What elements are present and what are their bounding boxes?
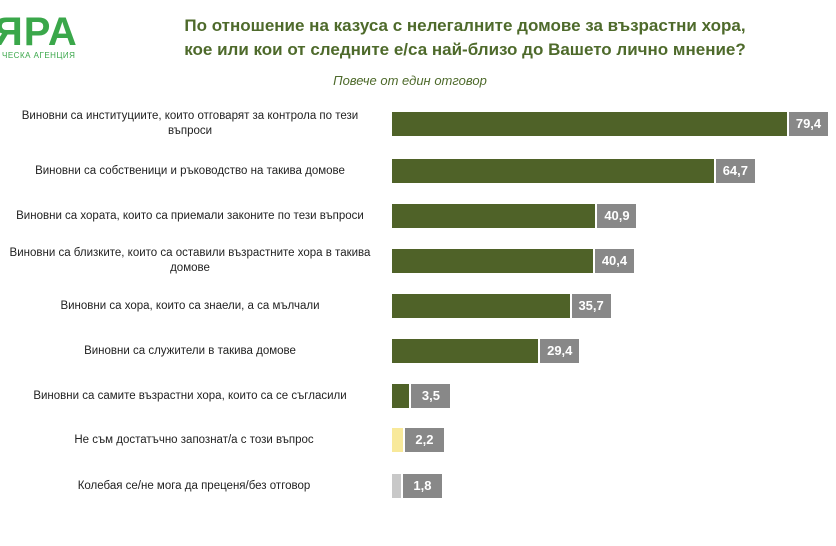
bar — [392, 384, 410, 408]
bar — [392, 339, 539, 363]
bar — [392, 294, 570, 318]
data-label: 3,5 — [411, 384, 451, 408]
category-label-line: Виновни са институциите, които отговарят… — [21, 110, 359, 122]
chart-title-line: кое или кои от следните е/са най-близо д… — [184, 40, 746, 59]
category-label-line: Виновни са близките, които са оставили в… — [9, 247, 371, 259]
category-label-line: Виновни са хората, които са приемали зак… — [16, 209, 364, 222]
bar — [392, 249, 593, 273]
chart-subtitle: Повече от един отговор — [333, 73, 487, 88]
data-label: 64,7 — [715, 159, 755, 183]
data-label: 40,4 — [594, 249, 634, 273]
bar — [392, 474, 401, 498]
category-label: Колебая се/не мога да преценя/без отгово… — [4, 479, 384, 494]
category-label-line: въпроси — [167, 125, 213, 137]
data-label: 35,7 — [571, 294, 611, 318]
category-label: Виновни са близките, които са оставили в… — [0, 246, 380, 276]
category-label: Виновни са собственици и ръководство на … — [0, 164, 380, 179]
category-label-line: Виновни са хора, които са знаели, а са м… — [60, 299, 320, 312]
chart-title: По отношение на казуса с нелегалните дом… — [120, 14, 810, 62]
category-label-line: Виновни са собственици и ръководство на … — [35, 164, 345, 177]
category-label-line: Не съм достатъчно запознат/а с този въпр… — [74, 433, 314, 446]
category-label: Не съм достатъчно запознат/а с този въпр… — [4, 433, 384, 448]
data-label: 2,2 — [404, 428, 444, 452]
category-label-line: Колебая се/не мога да преценя/без отгово… — [77, 479, 311, 492]
bar — [392, 159, 714, 183]
category-label: Виновни са самите възрастни хора, които … — [0, 389, 380, 404]
category-label-line: домове — [170, 262, 210, 274]
logo-tagline: ЧЕСКА АГЕНЦИЯ — [2, 51, 76, 60]
logo-mark: ЯРА — [0, 10, 78, 54]
data-label: 79,4 — [789, 112, 828, 136]
logo: ЯРА ЧЕСКА АГЕНЦИЯ — [0, 0, 110, 70]
category-label: Виновни са хора, които са знаели, а са м… — [0, 299, 380, 314]
bar — [392, 428, 403, 452]
data-label: 1,8 — [402, 474, 442, 498]
category-label: Виновни са служители в такива домове — [0, 344, 380, 359]
chart-title-line: По отношение на казуса с нелегалните дом… — [184, 16, 746, 35]
bar — [392, 112, 787, 136]
category-label-line: Виновни са служители в такива домове — [84, 344, 296, 357]
data-label: 40,9 — [597, 204, 637, 228]
category-label: Виновни са хората, които са приемали зак… — [0, 209, 380, 224]
bar — [392, 204, 596, 228]
category-label-line: Виновни са самите възрастни хора, които … — [33, 389, 347, 402]
category-label: Виновни са институциите, които отговарят… — [0, 109, 380, 139]
data-label: 29,4 — [540, 339, 580, 363]
